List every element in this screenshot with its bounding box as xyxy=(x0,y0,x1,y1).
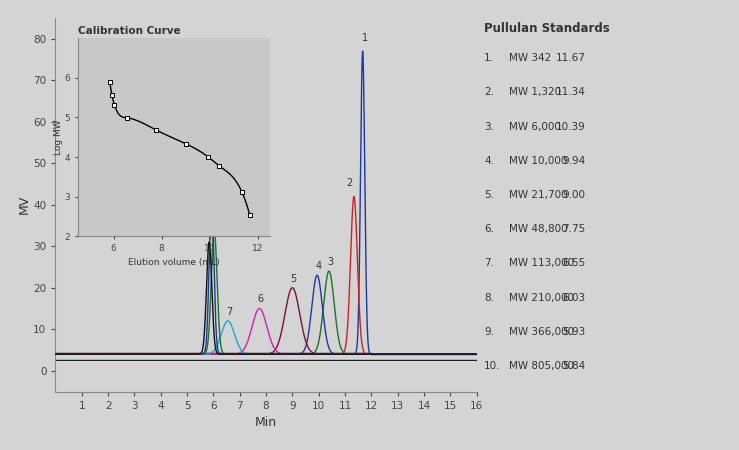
Text: 10: 10 xyxy=(189,228,202,238)
Text: MW 342: MW 342 xyxy=(509,53,551,63)
Text: 9: 9 xyxy=(201,186,207,197)
Text: 6.: 6. xyxy=(484,224,494,234)
Text: 7.: 7. xyxy=(484,258,494,268)
X-axis label: Min: Min xyxy=(255,416,277,429)
Text: MW 113,000: MW 113,000 xyxy=(509,258,574,268)
Text: MW 210,000: MW 210,000 xyxy=(509,292,574,302)
Text: 2: 2 xyxy=(346,178,353,188)
Text: 8: 8 xyxy=(214,216,219,225)
Text: MW 48,800: MW 48,800 xyxy=(509,224,568,234)
Text: 5.84: 5.84 xyxy=(562,361,585,371)
Text: Pullulan Standards: Pullulan Standards xyxy=(484,22,610,36)
Text: MW 21,700: MW 21,700 xyxy=(509,190,568,200)
Text: 6: 6 xyxy=(258,294,264,304)
Text: 11.34: 11.34 xyxy=(556,87,585,97)
Text: MW 10,000: MW 10,000 xyxy=(509,156,568,166)
Text: Calibration Curve: Calibration Curve xyxy=(78,26,180,36)
Text: 7: 7 xyxy=(226,307,232,317)
Text: 8.: 8. xyxy=(484,292,494,302)
Text: 10.39: 10.39 xyxy=(556,122,585,131)
Text: 3: 3 xyxy=(327,257,333,267)
Text: 2.: 2. xyxy=(484,87,494,97)
Text: 5.93: 5.93 xyxy=(562,327,585,337)
Text: 9.00: 9.00 xyxy=(562,190,585,200)
Text: 4: 4 xyxy=(316,261,321,271)
Text: 9.: 9. xyxy=(484,327,494,337)
Text: MW 1,320: MW 1,320 xyxy=(509,87,562,97)
Text: 7.75: 7.75 xyxy=(562,224,585,234)
Text: 5: 5 xyxy=(290,274,297,284)
Text: 6.55: 6.55 xyxy=(562,258,585,268)
Text: MW 366,000: MW 366,000 xyxy=(509,327,574,337)
X-axis label: Elution volume (mL): Elution volume (mL) xyxy=(128,258,219,267)
Y-axis label: MV: MV xyxy=(18,195,30,214)
Text: 1.: 1. xyxy=(484,53,494,63)
Text: 4.: 4. xyxy=(484,156,494,166)
Text: MW 6,000: MW 6,000 xyxy=(509,122,561,131)
Text: 5.: 5. xyxy=(484,190,494,200)
Text: 11.67: 11.67 xyxy=(556,53,585,63)
Text: MW 805,000: MW 805,000 xyxy=(509,361,574,371)
Text: 10.: 10. xyxy=(484,361,500,371)
Text: 3.: 3. xyxy=(484,122,494,131)
Text: 9.94: 9.94 xyxy=(562,156,585,166)
Text: 6.03: 6.03 xyxy=(562,292,585,302)
Y-axis label: Log MW: Log MW xyxy=(54,119,63,155)
Text: 1: 1 xyxy=(361,33,368,43)
